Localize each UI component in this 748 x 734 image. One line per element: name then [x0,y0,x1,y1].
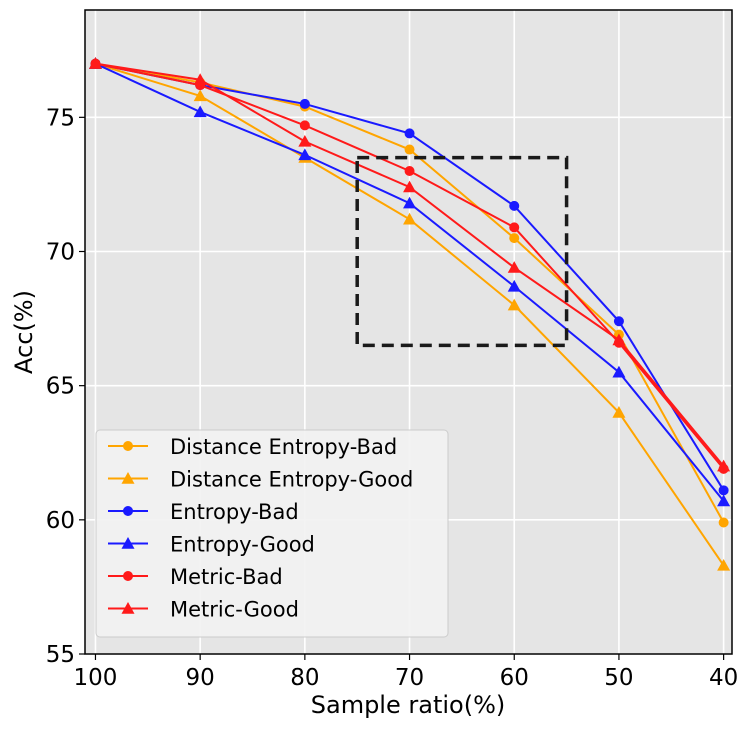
data-point [717,459,731,472]
y-tick-label: 70 [46,240,75,266]
data-point [193,105,207,118]
x-axis-label: Sample ratio(%) [311,691,505,719]
legend-item: Distance Entropy-Good [108,468,413,492]
data-point [507,279,521,292]
data-point [298,148,312,161]
legend-marker [121,537,135,549]
data-point [88,57,102,69]
data-point [507,261,521,273]
data-point [299,98,310,109]
y-tick-label: 65 [46,374,75,400]
legend-label: Entropy-Good [170,533,315,557]
data-point [509,222,520,233]
legend-label: Metric-Good [170,598,299,622]
y-axis-ticks: 55 60 65 70 75 [46,105,85,668]
data-point [404,144,415,155]
data-point [717,494,731,507]
legend-item: Distance Entropy-Bad [108,435,397,459]
legend-marker [121,472,135,484]
data-point [717,558,731,571]
legend-label: Metric-Bad [170,565,283,589]
data-point [299,120,310,131]
y-tick-label: 75 [46,105,75,131]
y-tick-label: 60 [46,508,75,534]
series-metric-good [88,57,731,472]
data-point [193,73,207,85]
series-lines [88,57,731,571]
x-tick-label: 60 [500,665,529,691]
legend: Distance Entropy-Bad Distance Entropy-Goo… [95,429,449,638]
data-point [509,200,520,211]
data-point [718,485,729,496]
legend-marker [121,602,135,614]
highlight-region [355,155,569,348]
data-point [612,406,626,418]
plot-frame [84,9,733,655]
data-point [718,517,729,528]
data-point [403,180,417,193]
x-tick-label: 40 [709,665,738,691]
data-point [612,365,626,378]
x-tick-label: 80 [290,665,319,691]
legend-item: Entropy-Good [108,533,315,557]
x-tick-label: 70 [395,665,424,691]
x-tick-label: 50 [604,665,633,691]
data-point [613,316,624,327]
x-tick-label: 100 [74,665,118,691]
data-point [612,333,626,346]
data-point [403,196,417,209]
legend-item: Entropy-Bad [108,500,299,524]
data-point [403,212,417,225]
data-point [193,89,207,102]
data-point [507,298,521,311]
legend-marker [123,441,133,451]
x-tick-label: 90 [186,665,215,691]
highlight-box [355,155,569,348]
x-axis-ticks: 100 90 80 70 60 50 40 [74,654,738,691]
legend-item: Metric-Bad [108,565,283,589]
legend-box [95,429,449,638]
legend-label: Distance Entropy-Good [170,468,413,492]
data-point [298,134,312,147]
data-point [404,166,415,176]
legend-marker [123,506,133,516]
legend-marker [123,571,133,581]
legend-item: Metric-Good [108,598,299,622]
data-point [404,128,415,139]
legend-label: Distance Entropy-Bad [170,435,397,459]
legend-label: Entropy-Bad [170,500,299,524]
data-point [509,233,520,244]
y-axis-label: Acc(%) [10,290,38,374]
y-tick-label: 55 [46,642,75,668]
